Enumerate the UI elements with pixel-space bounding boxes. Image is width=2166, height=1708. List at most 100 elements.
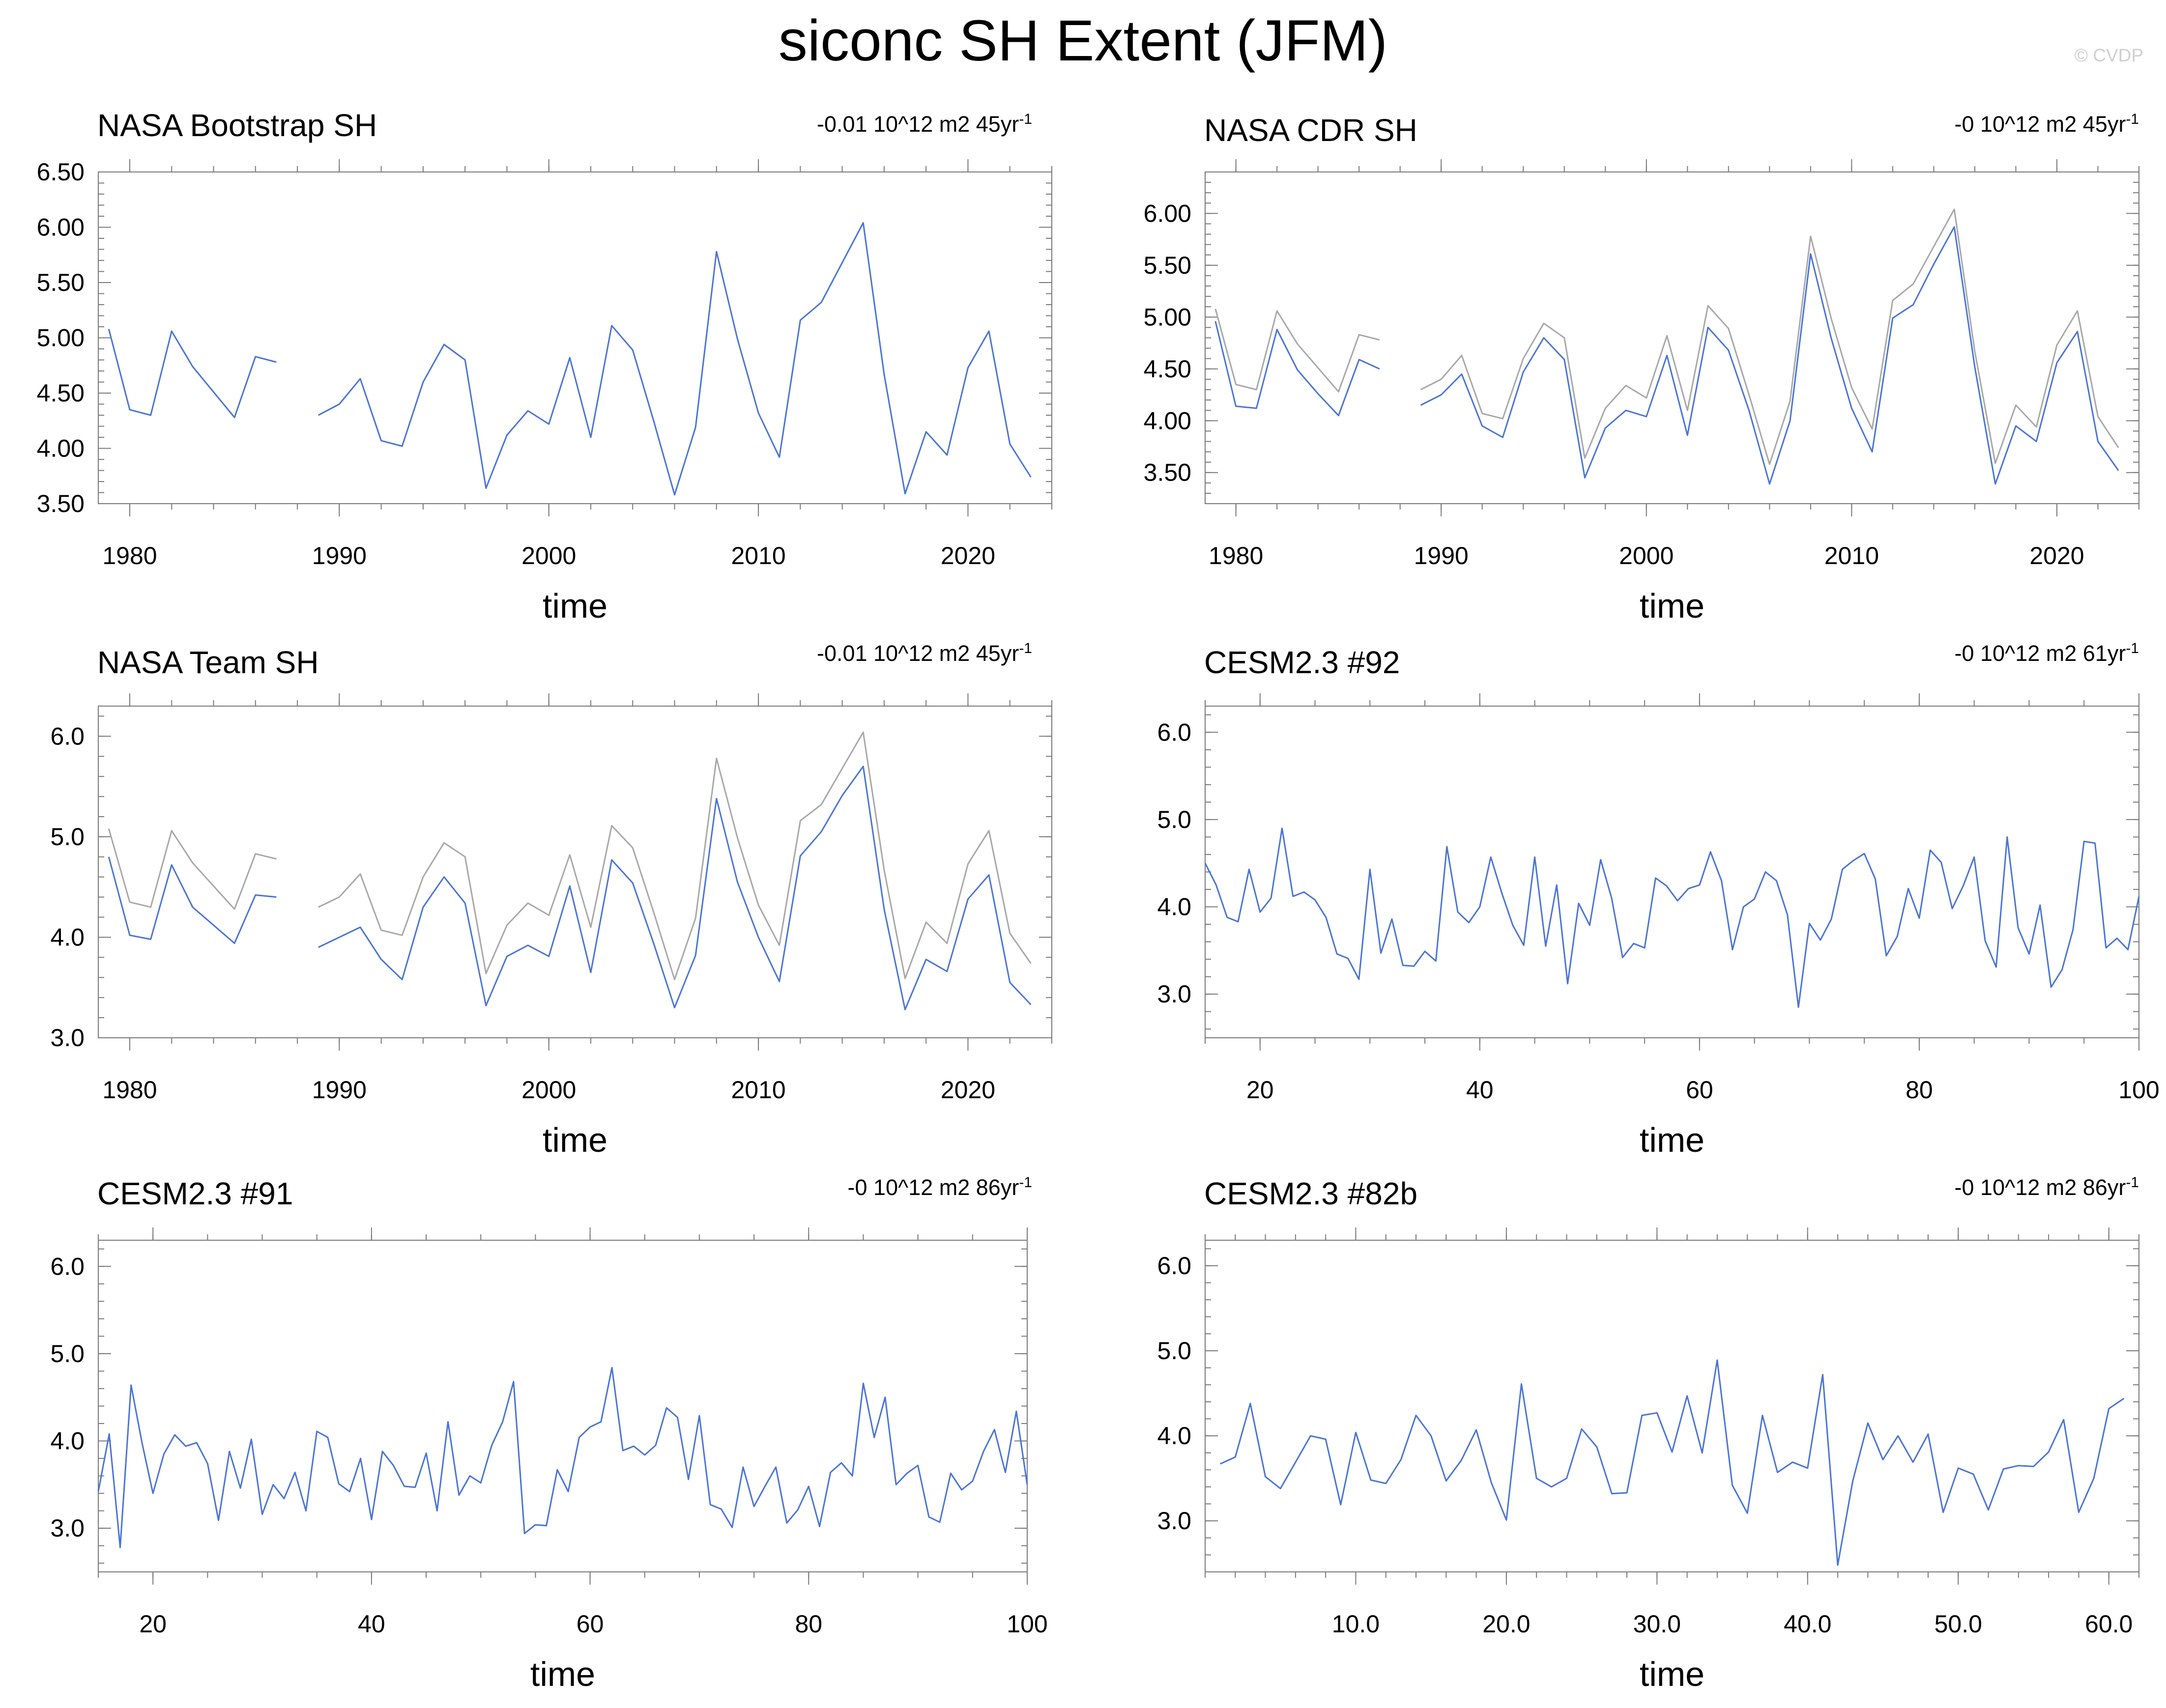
y-tick-label: 6.0 xyxy=(1157,1252,1191,1280)
y-tick-label: 4.0 xyxy=(50,923,85,951)
panel-cesm23-91: CESM2.3 #91 -0 10^12 m2 86yr-1 3.0 4.0 5.0… xyxy=(0,1174,1083,1708)
x-tick-label: 100 xyxy=(1007,1610,1047,1638)
x-tick-label: 80 xyxy=(1906,1076,1933,1104)
y-tick-label: 4.0 xyxy=(1157,893,1191,921)
series-line-reference xyxy=(1214,208,2119,465)
x-tick-label: 2010 xyxy=(1824,542,1879,569)
x-tick-label: 2000 xyxy=(521,1076,576,1104)
y-tick-label: 6.0 xyxy=(50,722,85,750)
trend-label: -0.01 10^12 m2 45yr-1 xyxy=(816,640,1032,666)
plot-frame xyxy=(98,171,1052,504)
y-tick-label: 3.0 xyxy=(1157,980,1191,1008)
x-tick-label: 1990 xyxy=(1414,542,1469,569)
chart-svg: 3.0 4.0 5.0 6.0 20 40 60 80 100 time xyxy=(1157,693,2160,1159)
panel-nasa-team-sh: NASA Team SH -0.01 10^12 m2 45yr-1 3.0 4.… xyxy=(0,640,1083,1174)
y-tick-label: 4.00 xyxy=(37,435,85,462)
figure-title: siconc SH Extent (JFM) xyxy=(778,8,1388,73)
series-line-primary xyxy=(1219,1359,2125,1566)
series-line-reference xyxy=(108,731,1032,980)
x-tick-label: 2020 xyxy=(941,542,995,569)
y-tick-label: 5.50 xyxy=(1144,252,1191,279)
plot-frame xyxy=(1205,706,2139,1038)
y-tick-label: 4.00 xyxy=(1144,407,1191,434)
x-tick-label: 10.0 xyxy=(1332,1610,1380,1638)
x-tick-label: 50.0 xyxy=(1935,1610,1982,1638)
y-tick-label: 4.0 xyxy=(50,1427,85,1455)
chart-svg: 3.50 4.00 4.50 5.00 5.50 6.00 6.50 1980 1990 2000… xyxy=(37,158,1052,625)
y-tick-label: 5.0 xyxy=(1157,1337,1191,1365)
x-tick-label: 20.0 xyxy=(1482,1610,1530,1638)
panel-title: CESM2.3 #91 xyxy=(97,1176,293,1211)
panel-cesm23-82b: CESM2.3 #82b -0 10^12 m2 86yr-1 3.0 4.0 5.… xyxy=(1083,1174,2166,1708)
trend-label: -0.01 10^12 m2 45yr-1 xyxy=(816,111,1032,137)
chart-svg: 3.0 4.0 5.0 6.0 1980 1990 2000 2010 2020 time xyxy=(50,693,1052,1159)
x-tick-label: 30.0 xyxy=(1633,1610,1681,1638)
trend-label: -0 10^12 m2 86yr-1 xyxy=(847,1174,1032,1200)
y-tick-label: 5.00 xyxy=(37,324,85,352)
plot-frame xyxy=(98,1240,1028,1572)
panel-title: NASA Bootstrap SH xyxy=(97,108,377,143)
x-tick-label: 20 xyxy=(1246,1076,1274,1104)
y-tick-label: 3.0 xyxy=(50,1024,85,1052)
chart-svg: 3.0 4.0 5.0 6.0 20 40 60 80 100 time xyxy=(50,1227,1048,1693)
y-tick-label: 5.50 xyxy=(37,269,85,296)
panel-title: NASA CDR SH xyxy=(1204,113,1417,148)
cvdp-watermark: © CVDP xyxy=(2074,45,2143,65)
y-tick-label: 3.50 xyxy=(1144,459,1191,486)
y-tick-label: 6.00 xyxy=(37,214,85,241)
x-tick-label: 60.0 xyxy=(2085,1610,2133,1638)
y-tick-label: 4.50 xyxy=(1144,355,1191,383)
x-tick-label: 1990 xyxy=(312,542,367,569)
plot-frame xyxy=(98,706,1052,1038)
panel-nasa-cdr-sh: NASA CDR SH -0 10^12 m2 45yr-1 3.50 4.00 4… xyxy=(1083,106,2166,640)
y-tick-label: 6.0 xyxy=(1157,718,1191,746)
trend-label: -0 10^12 m2 45yr-1 xyxy=(1954,111,2139,137)
x-tick-label: 1980 xyxy=(102,1076,157,1104)
x-tick-label: 40.0 xyxy=(1784,1610,1831,1638)
panel-nasa-bootstrap-sh: NASA Bootstrap SH -0.01 10^12 m2 45yr-1 … xyxy=(0,106,1083,640)
y-tick-label: 3.50 xyxy=(37,490,85,517)
x-tick-label: 60 xyxy=(1686,1076,1713,1104)
chart-svg: 3.0 4.0 5.0 6.0 10.0 20.0 30.0 40.0 50.0 60.0 time xyxy=(1157,1227,2139,1693)
plot-frame xyxy=(1205,1240,2139,1572)
x-tick-label: 20 xyxy=(139,1610,167,1638)
series-line-primary xyxy=(97,1366,1028,1548)
x-axis-label: time xyxy=(1640,1655,1704,1693)
y-tick-label: 3.0 xyxy=(1157,1507,1191,1535)
x-tick-label: 2010 xyxy=(731,1076,785,1104)
y-tick-label: 3.0 xyxy=(50,1514,85,1542)
panel-cesm23-92: CESM2.3 #92 -0 10^12 m2 61yr-1 3.0 4.0 5.0… xyxy=(1083,640,2166,1174)
x-tick-label: 60 xyxy=(577,1610,604,1638)
x-axis-label: time xyxy=(530,1655,595,1693)
chart-svg: 3.50 4.00 4.50 5.00 5.50 6.00 1980 1990 2000 2010… xyxy=(1144,159,2139,625)
series-line-primary xyxy=(108,766,1032,1011)
x-tick-label: 100 xyxy=(2118,1076,2159,1104)
x-axis-label: time xyxy=(1640,1121,1704,1159)
trend-label: -0 10^12 m2 61yr-1 xyxy=(1954,640,2139,666)
y-tick-label: 4.50 xyxy=(37,379,85,407)
y-tick-label: 6.0 xyxy=(50,1253,85,1280)
y-tick-label: 6.50 xyxy=(37,158,85,186)
x-axis-label: time xyxy=(543,1121,607,1159)
x-tick-label: 2000 xyxy=(521,542,576,569)
x-tick-label: 1980 xyxy=(102,542,157,569)
series-line-primary xyxy=(1214,226,2119,485)
y-tick-label: 5.0 xyxy=(50,823,85,851)
x-tick-label: 2020 xyxy=(2029,542,2084,569)
x-tick-label: 40 xyxy=(358,1610,385,1638)
y-tick-label: 6.00 xyxy=(1144,199,1191,227)
y-tick-label: 5.00 xyxy=(1144,303,1191,331)
series-line-primary xyxy=(1204,827,2140,1008)
x-tick-label: 2020 xyxy=(941,1076,995,1104)
x-axis-label: time xyxy=(543,587,607,625)
x-axis-label: time xyxy=(1640,587,1704,625)
panel-title: CESM2.3 #92 xyxy=(1204,645,1400,680)
y-tick-label: 4.0 xyxy=(1157,1422,1191,1450)
panel-title: NASA Team SH xyxy=(97,645,319,680)
x-tick-label: 1980 xyxy=(1209,542,1263,569)
x-tick-label: 2000 xyxy=(1619,542,1674,569)
y-tick-label: 5.0 xyxy=(1157,806,1191,833)
x-tick-label: 2010 xyxy=(731,542,785,569)
series-line-primary xyxy=(108,222,1032,496)
x-tick-label: 80 xyxy=(795,1610,822,1638)
